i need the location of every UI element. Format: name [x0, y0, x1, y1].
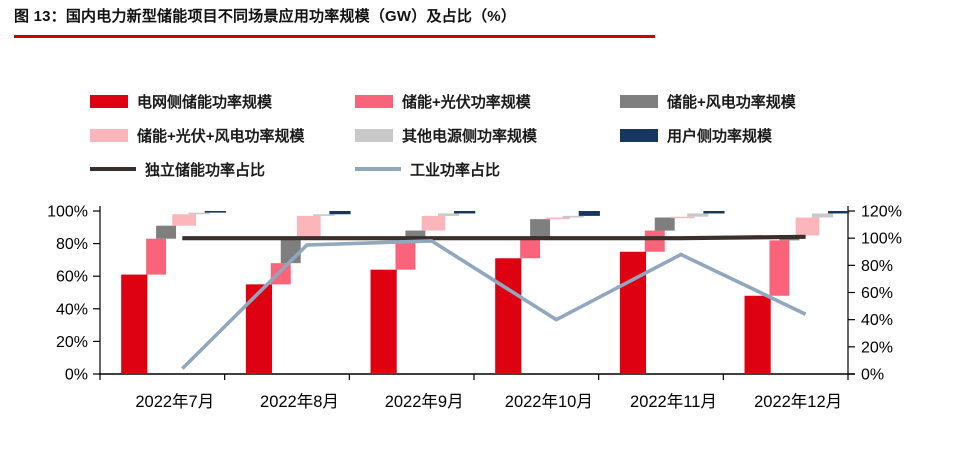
legend-label: 储能+光伏功率规模 — [402, 93, 531, 111]
bar-segment-s5-m2 — [454, 211, 476, 214]
bar-segment-s3-m4 — [670, 216, 695, 219]
x-axis-label: 2022年8月 — [260, 392, 339, 411]
x-axis-label: 2022年7月 — [135, 392, 214, 411]
bar-segment-s5-m1 — [329, 211, 351, 215]
legend-swatch-line-1 — [355, 167, 401, 171]
figure-title: 图 13：国内电力新型储能项目不同场景应用功率规模（GW）及占比（%） — [14, 6, 655, 38]
right-tick-label: 100% — [861, 231, 902, 248]
left-tick-label: 60% — [56, 269, 88, 286]
bar-segment-s2-m0 — [156, 225, 177, 239]
bar-segment-s4-m3 — [562, 215, 584, 218]
bar-segment-s3-m3 — [546, 217, 570, 220]
legend-label: 储能+光伏+风电功率规模 — [137, 127, 305, 145]
x-axis-label: 2022年12月 — [754, 392, 842, 411]
chart-legend: 电网侧储能功率规模 储能+光伏功率规模 储能+风电功率规模储能+光伏+风电功率规模 其… — [90, 84, 890, 186]
bar-segment-s3-m2 — [421, 215, 446, 231]
bar-segment-s1-m0 — [146, 238, 167, 275]
legend-label: 电网侧储能功率规模 — [137, 93, 273, 111]
left-tick-label: 40% — [56, 301, 88, 318]
legend-item: 储能+风电功率规模 — [620, 91, 890, 112]
bar-segment-s4-m5 — [811, 213, 834, 218]
line-series-0 — [182, 234, 806, 241]
legend-label: 工业功率占比 — [410, 161, 501, 179]
left-tick-label: 100% — [47, 204, 88, 221]
legend-swatch-bar-5 — [620, 128, 658, 142]
bar-segment-s1-m5 — [769, 240, 790, 296]
bar-segment-s0-m4 — [619, 251, 647, 374]
left-tick-label: 20% — [56, 334, 88, 351]
legend-item: 其他电源侧功率规模 — [355, 125, 620, 146]
legend-item: 储能+光伏功率规模 — [355, 91, 620, 112]
bar-segment-s2-m3 — [530, 219, 551, 239]
bar-segment-s5-m3 — [578, 211, 600, 216]
bar-segment-s0-m2 — [370, 269, 397, 374]
legend-label: 用户侧功率规模 — [667, 127, 773, 145]
legend-item: 储能+光伏+风电功率规模 — [90, 125, 355, 146]
right-tick-label: 0% — [861, 367, 884, 384]
right-tick-label: 40% — [861, 312, 893, 329]
bar-segment-s0-m5 — [744, 295, 771, 374]
x-axis-label: 2022年9月 — [385, 392, 464, 411]
bar-segment-s1-m2 — [395, 240, 416, 270]
bar-segment-s5-m4 — [703, 211, 725, 214]
bar-segment-s3-m1 — [296, 215, 321, 238]
bar-segment-s2-m2 — [405, 230, 426, 241]
right-tick-label: 120% — [861, 204, 902, 221]
legend-item: 用户侧功率规模 — [620, 125, 890, 146]
bar-segment-s5-m5 — [828, 211, 850, 214]
legend-label: 其他电源侧功率规模 — [402, 127, 538, 145]
bar-segment-s4-m1 — [313, 214, 335, 216]
legend-item: 工业功率占比 — [355, 159, 620, 180]
bar-segment-s4-m0 — [188, 212, 210, 215]
legend-label: 独立储能功率占比 — [145, 161, 266, 179]
legend-label: 储能+风电功率规模 — [667, 93, 796, 111]
bar-segment-s4-m4 — [687, 213, 709, 217]
bar-segment-s5-m0 — [204, 211, 226, 213]
legend-swatch-line-0 — [90, 167, 136, 171]
legend-swatch-bar-1 — [355, 94, 393, 108]
right-tick-label: 20% — [861, 339, 893, 356]
bar-segment-s0-m0 — [121, 274, 148, 374]
bar-segment-s1-m3 — [520, 238, 541, 259]
bar-segment-s3-m0 — [172, 214, 196, 226]
left-tick-label: 0% — [65, 367, 88, 384]
legend-swatch-bar-2 — [620, 94, 658, 108]
x-axis-label: 2022年11月 — [630, 392, 717, 411]
bar-segment-s4-m2 — [437, 213, 460, 216]
right-tick-label: 80% — [861, 258, 893, 275]
bar-segment-s0-m3 — [495, 258, 522, 374]
bar-segment-s2-m4 — [654, 217, 675, 231]
bar-segment-s3-m5 — [795, 217, 820, 236]
legend-swatch-bar-3 — [90, 128, 128, 142]
legend-swatch-bar-0 — [90, 94, 128, 108]
line-series-1 — [181, 239, 807, 370]
legend-item: 独立储能功率占比 — [90, 159, 355, 180]
left-tick-label: 80% — [56, 236, 88, 253]
bar-segment-s1-m4 — [644, 230, 665, 252]
right-tick-label: 60% — [861, 285, 893, 302]
legend-swatch-bar-4 — [355, 128, 393, 142]
legend-item: 电网侧储能功率规模 — [90, 91, 355, 112]
x-axis-label: 2022年10月 — [505, 392, 593, 411]
bar-segment-s0-m1 — [245, 284, 273, 374]
